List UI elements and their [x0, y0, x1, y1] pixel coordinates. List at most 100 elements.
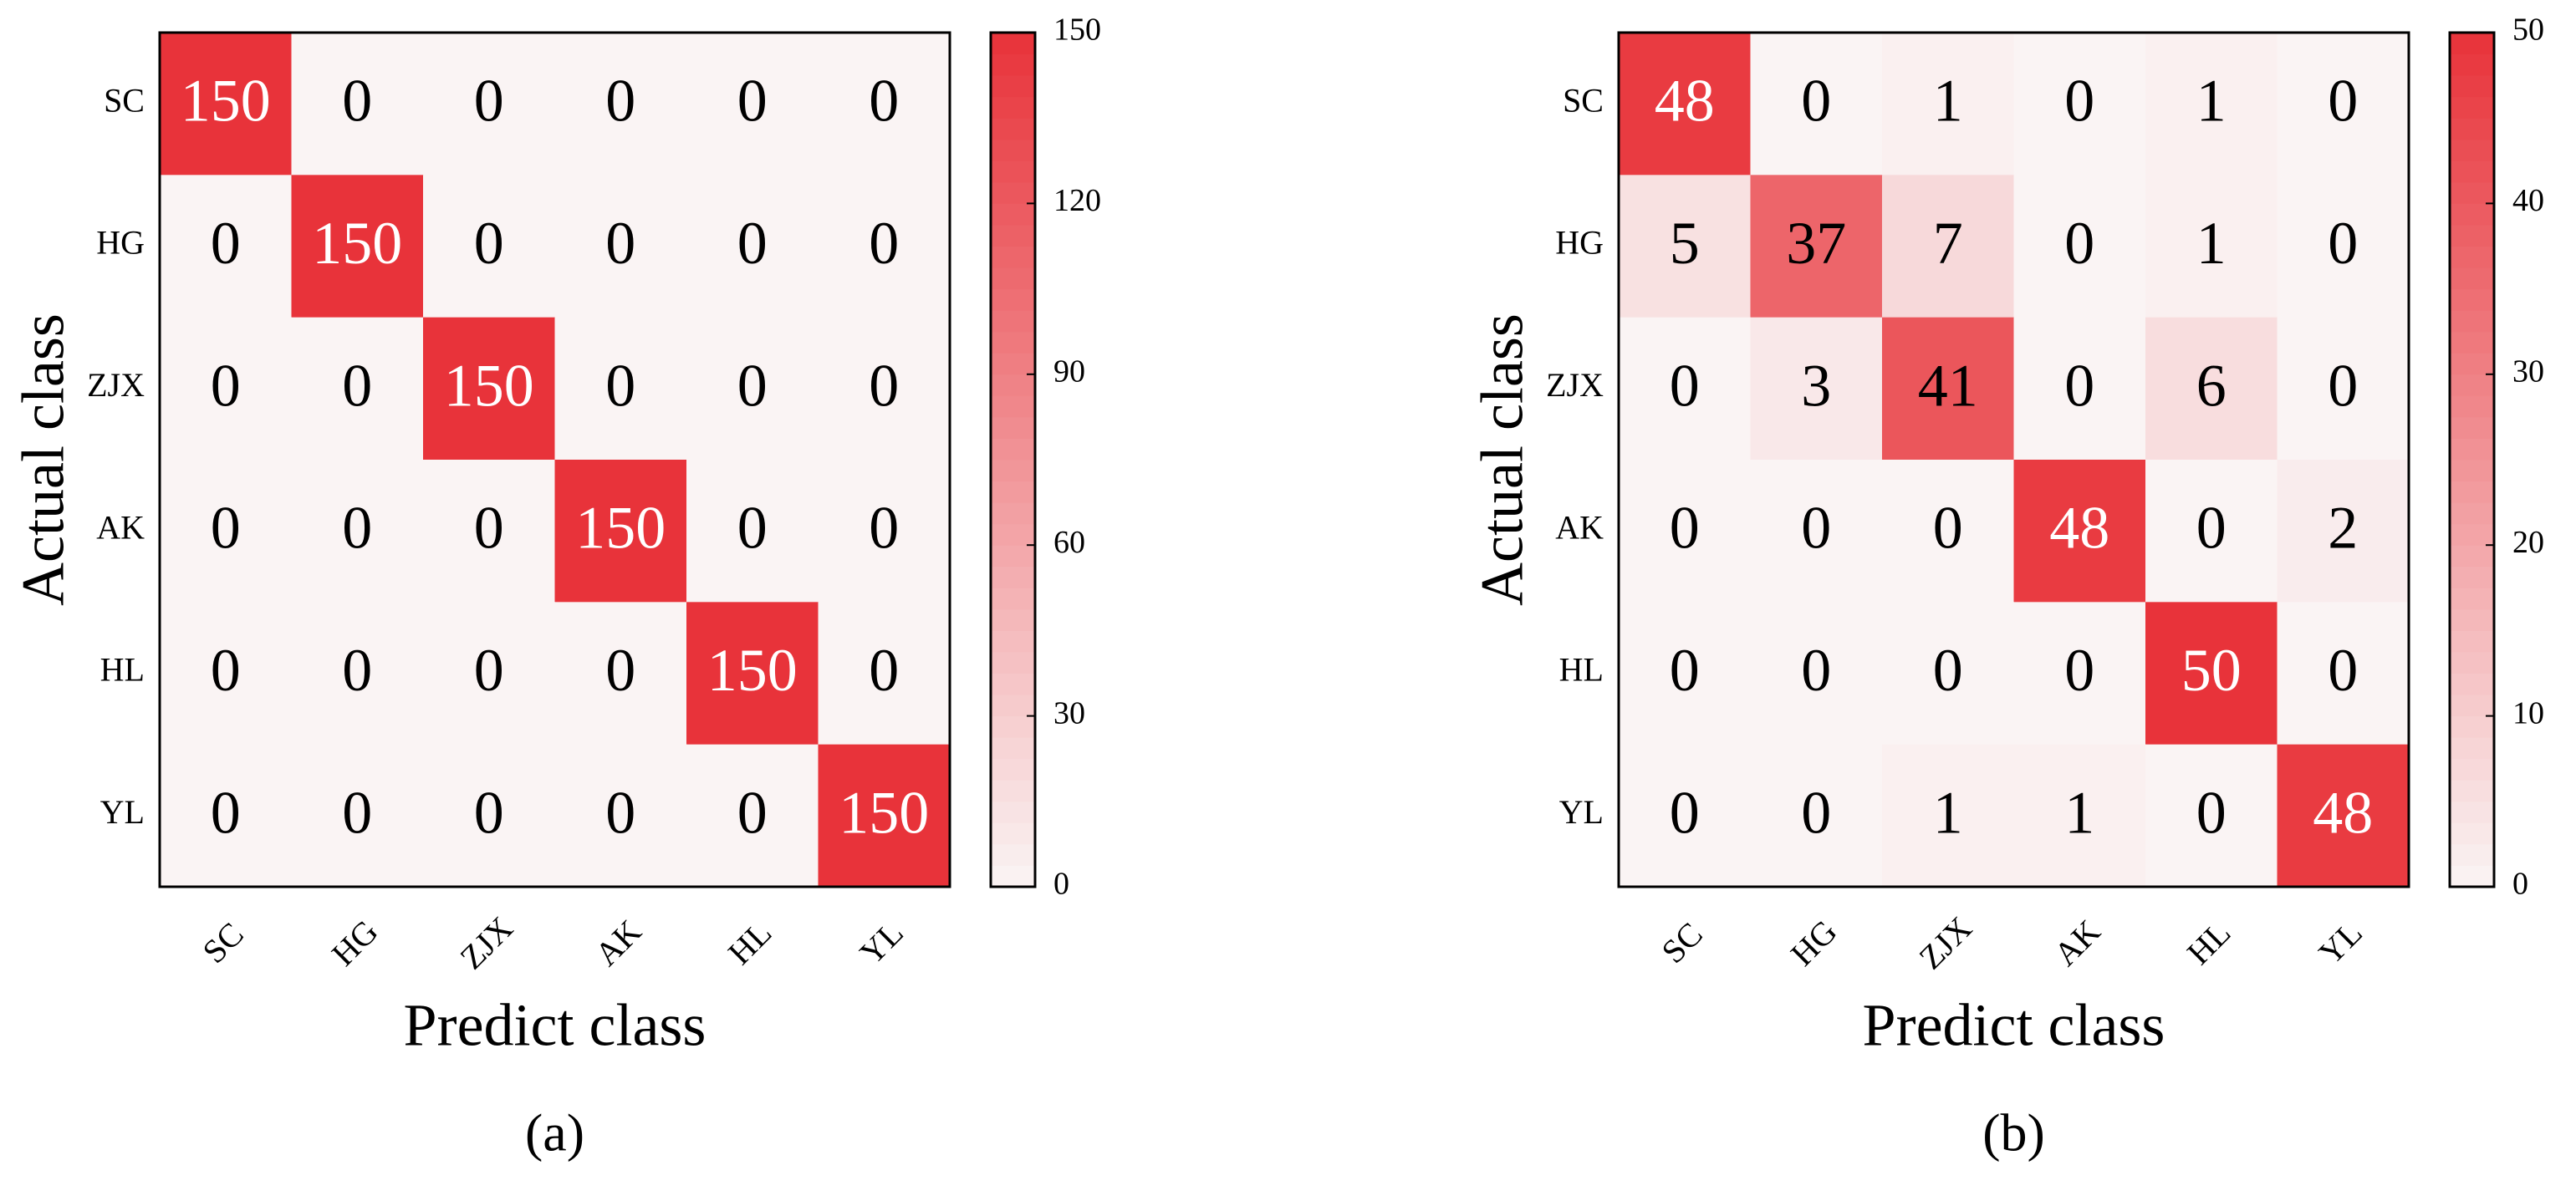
cell-label: 0 — [342, 637, 372, 704]
y-tick-label: ZJX — [1546, 366, 1604, 404]
x-tick-label: HL — [2180, 914, 2238, 972]
panel: 48 0 1 0 1 05 37 7 0 1 00 3 41 0 6 00 0 0 48 0 20 0 0 0 50 00 0 1 1 0… — [1469, 13, 2544, 1163]
colorbar-step — [991, 310, 1035, 333]
cell-label: 150 — [444, 352, 534, 419]
cell — [2277, 460, 2410, 603]
colorbar-frame — [2448, 31, 2496, 888]
colorbar-step — [2450, 224, 2494, 247]
colorbar-step — [991, 545, 1035, 567]
colorbar-step — [2450, 118, 2494, 140]
cell-label: 0 — [1801, 637, 1831, 704]
cell-label: 37 — [1786, 210, 1846, 277]
y-axis-title: Actual class — [1469, 313, 1536, 606]
cell-label: 1 — [2064, 779, 2094, 846]
colorbar-tick-label: 20 — [2512, 525, 2544, 560]
cell-label: 5 — [1670, 210, 1700, 277]
colorbar-step — [991, 695, 1035, 717]
colorbar-step — [991, 203, 1035, 226]
colorbar-step — [991, 865, 1035, 888]
cell-label: 0 — [605, 68, 635, 135]
colorbar-step — [2450, 545, 2494, 567]
cell — [1750, 744, 1883, 888]
cell-label: 41 — [1918, 352, 1978, 419]
cell-label: 0 — [737, 779, 768, 846]
cell — [2145, 175, 2278, 318]
x-tick-label: AK — [2047, 913, 2108, 974]
colorbar-step — [991, 608, 1035, 631]
caption: (a) — [525, 1103, 584, 1163]
cell — [1882, 175, 2014, 318]
x-axis-title: Predict class — [404, 992, 706, 1059]
colorbar-step — [2450, 695, 2494, 717]
colorbar-step — [2450, 673, 2494, 695]
cell — [160, 460, 292, 603]
cell — [554, 460, 687, 603]
cell — [686, 460, 819, 603]
colorbar-step — [2450, 288, 2494, 311]
cell — [1882, 460, 2014, 603]
cell-label: 0 — [211, 352, 241, 419]
cell — [291, 460, 424, 603]
colorbar-step — [991, 288, 1035, 311]
colorbar-step — [2450, 139, 2494, 161]
cell-label: 50 — [2181, 637, 2242, 704]
cell — [1619, 175, 1751, 318]
colorbar-tick-label: 0 — [1053, 867, 1069, 902]
cell — [2277, 33, 2410, 176]
cell-label: 0 — [737, 352, 768, 419]
colorbar-step — [991, 139, 1035, 161]
caption: (b) — [1982, 1103, 2045, 1163]
colorbar-step — [991, 331, 1035, 354]
cell — [686, 317, 819, 461]
cell — [686, 175, 819, 318]
colorbar-step — [991, 267, 1035, 290]
cell-label: 2 — [2328, 495, 2358, 562]
cell — [423, 175, 555, 318]
colorbar-step — [2450, 53, 2494, 76]
colorbar-step — [2450, 267, 2494, 290]
colorbar-step — [991, 737, 1035, 760]
cell — [160, 317, 292, 461]
colorbar-step — [991, 843, 1035, 866]
colorbar-step — [2450, 780, 2494, 802]
colorbar-step — [2450, 75, 2494, 98]
cell-label: 0 — [2064, 637, 2094, 704]
cell-label: 1 — [2196, 68, 2227, 135]
y-tick-label: HL — [100, 651, 145, 689]
colorbar-step — [2450, 181, 2494, 204]
cell-label: 1 — [1933, 68, 1963, 135]
cell — [2013, 33, 2146, 176]
colorbar-step — [2450, 203, 2494, 226]
cell — [291, 175, 424, 318]
colorbar-step — [991, 758, 1035, 781]
x-tick-label: AK — [588, 913, 649, 974]
colorbar-step — [2450, 801, 2494, 823]
cell-label: 0 — [342, 352, 372, 419]
cell-label: 0 — [737, 495, 768, 562]
colorbar-step — [2450, 438, 2494, 461]
cell-label: 0 — [1670, 779, 1700, 846]
cell-label: 0 — [737, 210, 768, 277]
cell-label: 0 — [2328, 352, 2358, 419]
cell — [2145, 33, 2278, 176]
x-tick-label: YL — [852, 914, 911, 972]
cell-label: 1 — [1933, 779, 1963, 846]
frame — [1617, 31, 2410, 888]
colorbar-step — [991, 523, 1035, 546]
cell-label: 0 — [869, 210, 899, 277]
cell — [1619, 744, 1751, 888]
x-tick-label: HG — [324, 913, 385, 974]
cell — [818, 317, 951, 461]
colorbar-step — [991, 630, 1035, 653]
colorbar-tick-label: 0 — [2512, 867, 2528, 902]
x-tick-label: HG — [1783, 913, 1844, 974]
colorbar-step — [2450, 523, 2494, 546]
cell-label: 0 — [2328, 68, 2358, 135]
cell — [2013, 744, 2146, 888]
colorbar-step — [2450, 353, 2494, 375]
cell — [423, 317, 555, 461]
cell-label: 0 — [211, 779, 241, 846]
cell — [818, 744, 951, 888]
colorbar-step — [991, 395, 1035, 418]
